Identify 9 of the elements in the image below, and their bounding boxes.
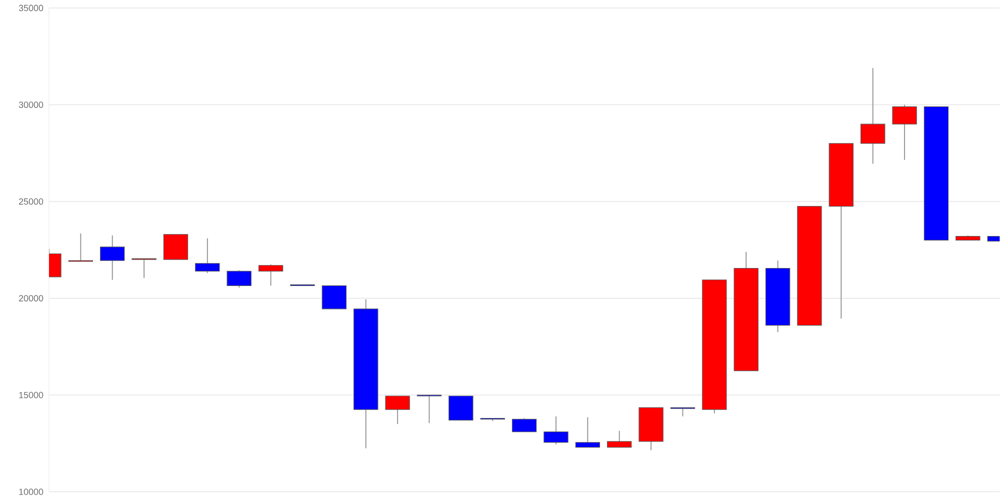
y-tick-label: 20000 xyxy=(19,295,44,302)
y-tick-label: 35000 xyxy=(18,4,44,12)
candlestick xyxy=(416,394,442,424)
y-tick-label: 10000 xyxy=(19,488,44,496)
candlestick xyxy=(132,258,156,279)
y-tick-label: 30000 xyxy=(18,102,44,108)
y-tick-label: 25000 xyxy=(19,198,44,205)
candlestick xyxy=(68,233,94,262)
y-tick-label: 15000 xyxy=(19,392,44,398)
